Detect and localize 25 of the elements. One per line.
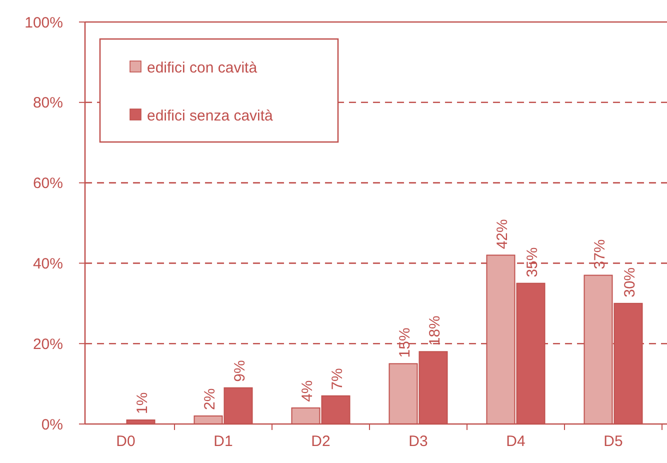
data-label: 9% bbox=[231, 360, 248, 382]
legend-label: edifici senza cavità bbox=[147, 107, 274, 124]
data-label: 18% bbox=[426, 316, 444, 346]
x-tick-label: D2 bbox=[311, 433, 330, 450]
x-tick-label: D1 bbox=[214, 433, 233, 450]
data-label: 1% bbox=[134, 392, 151, 414]
y-tick-label: 100% bbox=[24, 14, 63, 32]
y-tick-label: 20% bbox=[32, 336, 63, 353]
y-tick-label: 80% bbox=[32, 94, 63, 112]
x-tick-label: D3 bbox=[408, 433, 428, 450]
data-label: 42% bbox=[494, 219, 511, 250]
x-tick-label: D4 bbox=[506, 433, 526, 450]
data-label: 35% bbox=[524, 247, 541, 278]
y-tick-label: 40% bbox=[32, 255, 63, 272]
legend-label: edifici con cavità bbox=[147, 59, 258, 76]
y-tick-label: 0% bbox=[41, 416, 63, 434]
x-tick-label: D5 bbox=[604, 433, 623, 450]
y-tick-label: 60% bbox=[32, 175, 63, 192]
data-label: 30% bbox=[621, 267, 638, 298]
data-label: 37% bbox=[591, 239, 608, 270]
x-tick-label: D0 bbox=[116, 433, 136, 450]
data-label: 15% bbox=[396, 328, 414, 358]
data-label: 2% bbox=[201, 388, 218, 410]
data-label: 4% bbox=[298, 380, 316, 402]
data-label: 7% bbox=[328, 368, 346, 390]
